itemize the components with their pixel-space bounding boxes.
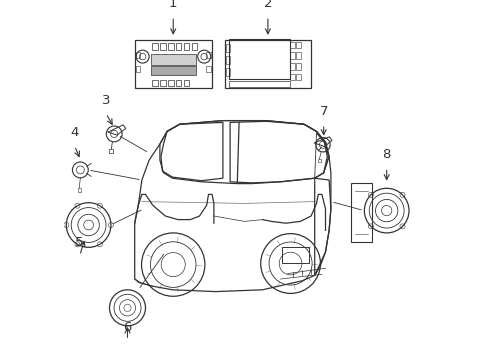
Bar <box>151 66 196 75</box>
Bar <box>224 40 310 88</box>
Bar <box>296 63 300 70</box>
Bar <box>206 52 211 58</box>
Text: 4: 4 <box>70 126 79 139</box>
Text: 1: 1 <box>169 0 177 10</box>
Bar <box>136 52 140 58</box>
Text: 2: 2 <box>263 0 272 10</box>
Bar <box>136 66 140 72</box>
Bar <box>282 247 309 263</box>
Bar <box>296 73 300 80</box>
Bar <box>206 66 211 72</box>
Bar <box>225 56 230 64</box>
Text: 7: 7 <box>319 105 327 118</box>
Bar <box>225 68 230 76</box>
Bar <box>296 52 300 59</box>
Text: 6: 6 <box>123 321 131 334</box>
Bar <box>290 63 294 70</box>
Bar <box>290 41 294 48</box>
Bar <box>296 41 300 48</box>
Text: 8: 8 <box>382 148 390 161</box>
Bar <box>109 149 113 153</box>
Bar <box>225 44 230 52</box>
Text: 3: 3 <box>102 94 110 107</box>
Bar <box>228 81 289 87</box>
Bar <box>228 39 289 79</box>
Bar <box>290 52 294 59</box>
Text: 5: 5 <box>75 236 84 249</box>
Bar <box>151 54 196 65</box>
Bar <box>78 188 81 192</box>
Bar <box>317 159 320 162</box>
Bar <box>290 73 294 80</box>
